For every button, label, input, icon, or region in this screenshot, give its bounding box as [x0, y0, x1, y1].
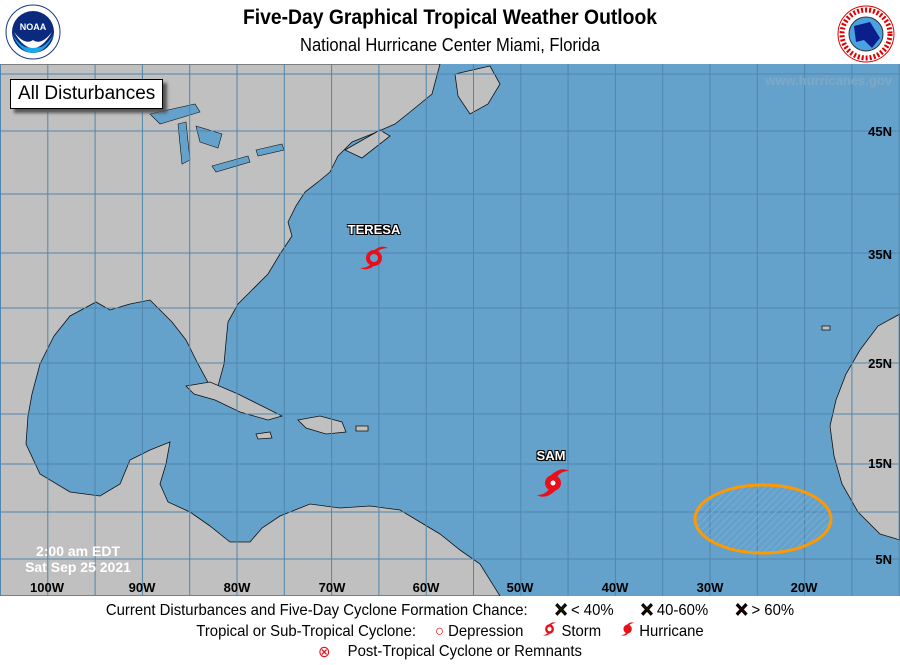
- longitude-label: 80W: [223, 580, 251, 595]
- page-subtitle: National Hurricane Center Miami, Florida: [299, 35, 601, 55]
- grid-lines: [0, 64, 900, 596]
- legend-depression: Depression: [448, 622, 524, 640]
- longitude-label: 60W: [412, 580, 440, 595]
- legend-low: < 40%: [570, 601, 614, 619]
- great-lakes: [149, 103, 285, 173]
- time-text: 2:00 am EDT: [35, 543, 121, 559]
- canary-islands: [821, 325, 831, 331]
- hurricane-legend-icon: [620, 621, 635, 642]
- longitude-label: 40W: [601, 580, 629, 595]
- tropical-storm-icon[interactable]: [360, 246, 388, 270]
- storm-label-sam: SAM: [536, 448, 566, 463]
- hispaniola: [297, 415, 347, 435]
- longitude-label: 30W: [696, 580, 724, 595]
- x-orange-icon: ✕: [640, 600, 655, 621]
- latitude-label: 35N: [868, 247, 892, 262]
- map: [0, 64, 900, 596]
- legend-high: > 60%: [751, 601, 795, 619]
- hurricane-icon[interactable]: [537, 469, 569, 497]
- latitude-label: 45N: [868, 124, 892, 139]
- website-label: www.hurricanes.gov: [765, 73, 892, 88]
- x-yellow-icon: ✕: [554, 600, 569, 621]
- nws-logo: [836, 4, 895, 63]
- storm-label-teresa: TERESA: [347, 222, 401, 237]
- longitude-label: 100W: [30, 580, 64, 595]
- view-label: All Disturbances: [10, 79, 164, 109]
- disturbance-area[interactable]: [693, 483, 833, 555]
- jamaica: [255, 431, 273, 440]
- longitude-label: 70W: [318, 580, 346, 595]
- storm-icon: [542, 621, 557, 642]
- date-text: Sat Sep 25 2021: [25, 559, 131, 575]
- legend-row-post-tropical: ⊗ Post-Tropical Cyclone or Remnants: [32, 642, 869, 662]
- legend-hurricane: Hurricane: [639, 622, 704, 640]
- latitude-label: 15N: [868, 456, 892, 471]
- issue-time: 2:00 am EDT Sat Sep 25 2021: [18, 543, 138, 575]
- noaa-logo: NOAA: [5, 4, 61, 60]
- latitude-label: 5N: [875, 552, 892, 567]
- land: [0, 64, 900, 596]
- puerto-rico: [355, 425, 369, 432]
- africa: [829, 313, 900, 541]
- legend-row-cyclone: Tropical or Sub-Tropical Cyclone: ○ Depr…: [32, 621, 869, 642]
- latitude-label: 25N: [868, 356, 892, 371]
- longitude-label: 90W: [128, 580, 156, 595]
- x-red-icon: ✕: [734, 600, 749, 621]
- legend-post-tropical: Post-Tropical Cyclone or Remnants: [347, 643, 582, 660]
- legend-formation-label: Current Disturbances and Five-Day Cyclon…: [105, 601, 528, 619]
- legend-storm: Storm: [561, 622, 602, 640]
- legend-medium: 40-60%: [656, 601, 709, 619]
- longitude-label: 20W: [790, 580, 818, 595]
- legend-cyclone-label: Tropical or Sub-Tropical Cyclone:: [196, 622, 416, 640]
- cuba: [185, 381, 284, 421]
- north-america: [0, 64, 501, 596]
- longitude-label: 50W: [506, 580, 534, 595]
- svg-text:NOAA: NOAA: [20, 22, 47, 32]
- legend-row-formation: Current Disturbances and Five-Day Cyclon…: [32, 600, 869, 621]
- newfoundland: [454, 65, 501, 115]
- page-title: Five-Day Graphical Tropical Weather Outl…: [242, 6, 658, 29]
- depression-icon: ○: [435, 622, 445, 640]
- post-tropical-icon: ⊗: [318, 644, 331, 661]
